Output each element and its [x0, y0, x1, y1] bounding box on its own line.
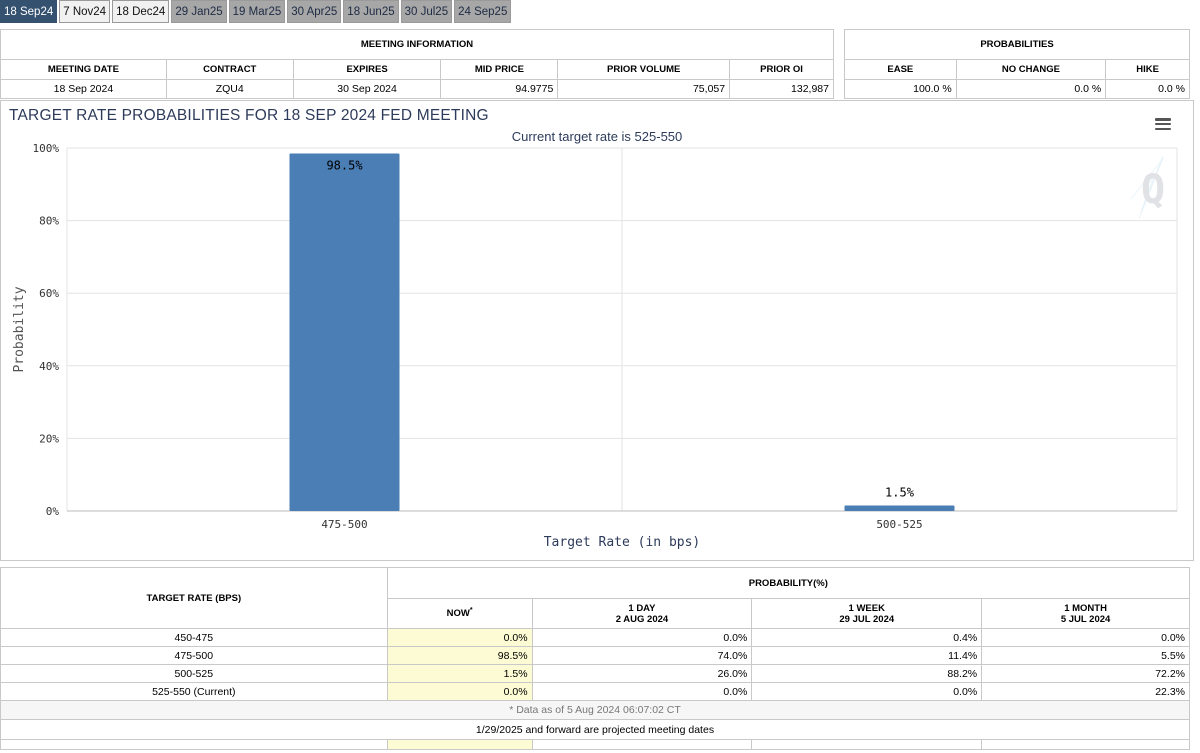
- header-1-month: 1 MONTH 5 JUL 2024: [981, 598, 1190, 629]
- now-cell: 0.0%: [386, 682, 533, 701]
- now-cell: 0.0%: [386, 628, 533, 647]
- header-ease: EASE: [844, 59, 957, 80]
- header-expires: EXPIRES: [292, 59, 442, 80]
- table-row: 475-500 98.5% 74.0% 11.4% 5.5%: [0, 646, 1190, 665]
- table-row-cut: [0, 739, 1190, 750]
- header-1-week-date: 29 JUL 2024: [839, 613, 895, 625]
- tab-29-jan25[interactable]: 29 Jan25: [171, 0, 227, 23]
- tab-18-jun25[interactable]: 18 Jun25: [343, 0, 399, 23]
- expires-value: 30 Sep 2024: [292, 79, 442, 99]
- header-now-label: NOW: [446, 608, 470, 620]
- chart-title: TARGET RATE PROBABILITIES FOR 18 SEP 202…: [9, 107, 489, 124]
- target-rate-probability-table: TARGET RATE (BPS) PROBABILITY(%) NOW* 1 …: [0, 567, 1191, 750]
- y-axis-title: Probability: [12, 286, 27, 372]
- header-now: NOW*: [386, 598, 533, 629]
- chart-panel: 0% 20% 40% 60% 80% 100% 98.5% 475-500 1.5% 500-5…: [0, 100, 1194, 561]
- chart-subtitle: Current target rate is 525-550: [511, 129, 683, 144]
- probability-chart: 0% 20% 40% 60% 80% 100% 98.5% 475-500 1.5% 500-5…: [12, 142, 1178, 550]
- contract-value: ZQU4: [165, 79, 294, 99]
- header-target-rate: TARGET RATE (BPS): [0, 567, 388, 629]
- probabilities-summary-table: PROBABILITIES EASE NO CHANGE HIKE 100.0 …: [844, 29, 1190, 99]
- header-1-day-label: 1 DAY: [628, 602, 656, 614]
- rate-cell: 500-525: [0, 664, 388, 683]
- y-tick-label: 60%: [39, 287, 59, 300]
- tab-24-sep25[interactable]: 24 Sep25: [454, 0, 512, 23]
- week-cell: 0.0%: [751, 682, 983, 701]
- bar: [844, 505, 955, 511]
- y-tick-label: 40%: [39, 360, 59, 373]
- month-cell: 22.3%: [981, 682, 1190, 701]
- week-cell: 88.2%: [751, 664, 983, 683]
- hamburger-menu-icon[interactable]: [1155, 118, 1171, 131]
- tab-30-apr25[interactable]: 30 Apr25: [287, 0, 342, 23]
- no-change-value: 0.0 %: [955, 79, 1107, 99]
- meeting-date-value: 18 Sep 2024: [0, 79, 167, 99]
- rate-cell: 450-475: [0, 628, 388, 647]
- tab-18-dec24[interactable]: 18 Dec24: [112, 0, 170, 23]
- x-axis-title: Target Rate (in bps): [544, 535, 701, 550]
- svg-text:Q: Q: [1141, 167, 1165, 213]
- month-cell: 5.5%: [981, 646, 1190, 665]
- hike-value: 0.0 %: [1105, 79, 1190, 99]
- header-meeting-date: MEETING DATE: [0, 59, 167, 80]
- header-probability: PROBABILITY(%): [386, 567, 1191, 599]
- day-cell: 0.0%: [531, 628, 753, 647]
- header-now-mark: *: [469, 607, 473, 615]
- header-mid-price: MID PRICE: [440, 59, 559, 80]
- probabilities-title: PROBABILITIES: [844, 29, 1190, 60]
- mid-price-value: 94.9775: [440, 79, 559, 99]
- bar: [289, 153, 400, 511]
- month-cell: 72.2%: [981, 664, 1190, 683]
- tab-30-jul25[interactable]: 30 Jul25: [400, 0, 453, 23]
- month-cell: 0.0%: [981, 628, 1190, 647]
- meeting-tabs: 18 Sep24 7 Nov24 18 Dec24 29 Jan25 19 Ma…: [0, 0, 513, 23]
- header-prior-volume: PRIOR VOLUME: [557, 59, 731, 80]
- y-tick-label: 20%: [39, 432, 59, 445]
- data-label: 98.5%: [326, 158, 363, 172]
- meeting-info-title: MEETING INFORMATION: [0, 29, 834, 60]
- header-1-week: 1 WEEK 29 JUL 2024: [751, 598, 983, 629]
- projected-dates-note: 1/29/2025 and forward are projected meet…: [0, 719, 1190, 740]
- day-cell: 0.0%: [531, 682, 753, 701]
- header-contract: CONTRACT: [165, 59, 294, 80]
- y-tick-label: 80%: [39, 215, 59, 228]
- header-1-week-label: 1 WEEK: [848, 602, 885, 614]
- x-tick-label: 475-500: [321, 518, 367, 531]
- now-cell: 98.5%: [386, 646, 533, 665]
- header-hike: HIKE: [1105, 59, 1190, 80]
- data-timestamp-note: * Data as of 5 Aug 2024 06:07:02 CT: [0, 700, 1190, 720]
- meeting-info-table: MEETING INFORMATION MEETING DATE CONTRAC…: [0, 29, 834, 99]
- y-tick-label: 100%: [33, 142, 60, 155]
- day-cell: 74.0%: [531, 646, 753, 665]
- x-tick-label: 500-525: [876, 518, 922, 531]
- tab-18-sep24[interactable]: 18 Sep24: [0, 0, 58, 23]
- tab-19-mar25[interactable]: 19 Mar25: [228, 0, 286, 23]
- header-1-day: 1 DAY 2 AUG 2024: [531, 598, 753, 629]
- rate-cell: 475-500: [0, 646, 388, 665]
- logo-watermark-icon: Q: [1130, 156, 1165, 220]
- rate-cell: 525-550 (Current): [0, 682, 388, 701]
- header-1-day-date: 2 AUG 2024: [615, 613, 669, 625]
- prior-volume-value: 75,057: [557, 79, 731, 99]
- data-label: 1.5%: [885, 486, 915, 500]
- prior-oi-value: 132,987: [729, 79, 834, 99]
- week-cell: 11.4%: [751, 646, 983, 665]
- header-1-month-label: 1 MONTH: [1064, 602, 1107, 614]
- header-prior-oi: PRIOR OI: [729, 59, 834, 80]
- header-no-change: NO CHANGE: [955, 59, 1107, 80]
- day-cell: 26.0%: [531, 664, 753, 683]
- y-tick-label: 0%: [46, 505, 60, 518]
- ease-value: 100.0 %: [844, 79, 957, 99]
- header-1-month-date: 5 JUL 2024: [1060, 613, 1111, 625]
- table-row: 525-550 (Current) 0.0% 0.0% 0.0% 22.3%: [0, 682, 1190, 701]
- table-row: 500-525 1.5% 26.0% 88.2% 72.2%: [0, 664, 1190, 683]
- chart-bars: 98.5% 475-500 1.5% 500-525: [289, 153, 955, 531]
- week-cell: 0.4%: [751, 628, 983, 647]
- chart-grid: 0% 20% 40% 60% 80% 100%: [33, 142, 1178, 518]
- now-cell: 1.5%: [386, 664, 533, 683]
- tab-7-nov24[interactable]: 7 Nov24: [59, 0, 111, 23]
- table-row: 450-475 0.0% 0.0% 0.4% 0.0%: [0, 628, 1190, 647]
